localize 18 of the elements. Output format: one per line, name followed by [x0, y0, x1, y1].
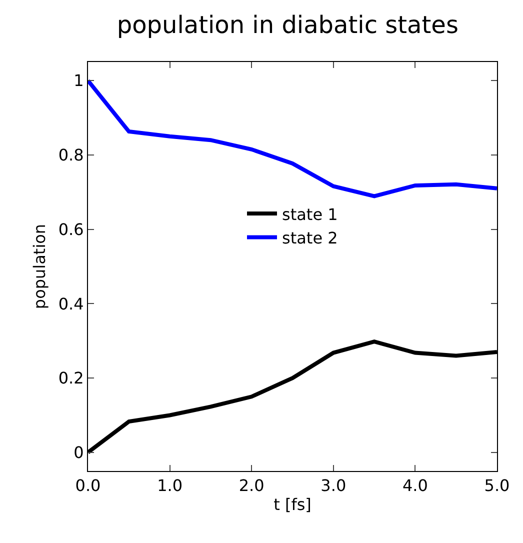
y-tick-label: 0.8 — [58, 146, 84, 165]
line-series — [88, 78, 497, 198]
x-tick-label: 3.0 — [320, 476, 346, 496]
y-axis-title: population — [30, 224, 50, 310]
y-tick-label: 0.4 — [58, 294, 84, 314]
x-axis-title: t [fs] — [274, 494, 312, 514]
x-tick-label: 2.0 — [238, 476, 264, 496]
y-tick-label: 0.6 — [58, 220, 84, 239]
legend-label: state 1 — [282, 204, 338, 224]
x-tick-label: 4.0 — [402, 476, 428, 496]
x-tick-label: 0.0 — [75, 476, 101, 496]
x-tick-label: 5.0 — [484, 476, 510, 496]
y-tick-label: 0.2 — [58, 368, 84, 388]
y-tick-label: 1 — [74, 71, 84, 90]
y-tick-label: 0 — [74, 443, 84, 462]
chart-title: population in diabatic states — [116, 11, 458, 40]
x-tick-label: 1.0 — [157, 476, 183, 496]
legend-label: state 2 — [282, 228, 338, 248]
